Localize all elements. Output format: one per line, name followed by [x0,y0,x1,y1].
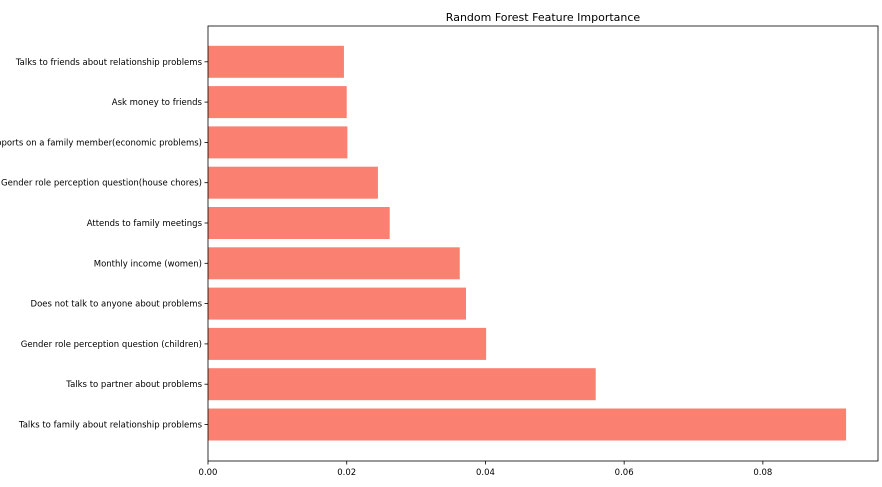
bar [208,327,487,360]
y-tick-label: Gender role perception question (childre… [21,340,202,350]
plot-frame [207,25,879,462]
y-tick-label: Talks to partner about problems [65,380,202,390]
y-tick-label: Ask money to friends [112,98,203,108]
bar [208,86,347,119]
bar [208,287,467,320]
x-tick-label: 0.04 [476,468,495,478]
y-tick-label: Talks to family about relationship probl… [18,421,203,431]
bars-group [208,45,847,441]
bar [208,247,460,280]
chart-title: Random Forest Feature Importance [446,11,641,24]
x-tick-label: 0.08 [753,468,772,478]
bar [208,45,344,78]
bar [208,408,847,441]
x-tick-label: 0.00 [199,468,218,478]
bar [208,166,378,199]
bar [208,126,348,159]
bar [208,207,390,239]
x-tick-label: 0.06 [615,468,634,478]
y-tick-label: Does not talk to anyone about problems [31,300,203,310]
y-tick-label: Gender role perception question(house ch… [1,179,202,189]
x-tick-label: 0.02 [337,468,356,478]
x-axis-ticks: 0.00 0.02 0.04 0.06 0.08 [199,461,772,478]
y-axis-labels: Talks to family about relationship probl… [0,58,208,431]
y-tick-label: Supports on a family member(economic pro… [0,138,202,148]
y-tick-label: Talks to friends about relationship prob… [15,58,203,68]
bar [208,368,596,401]
y-tick-label: Attends to family meetings [87,219,203,229]
y-tick-label: Monthly income (women) [94,259,202,269]
